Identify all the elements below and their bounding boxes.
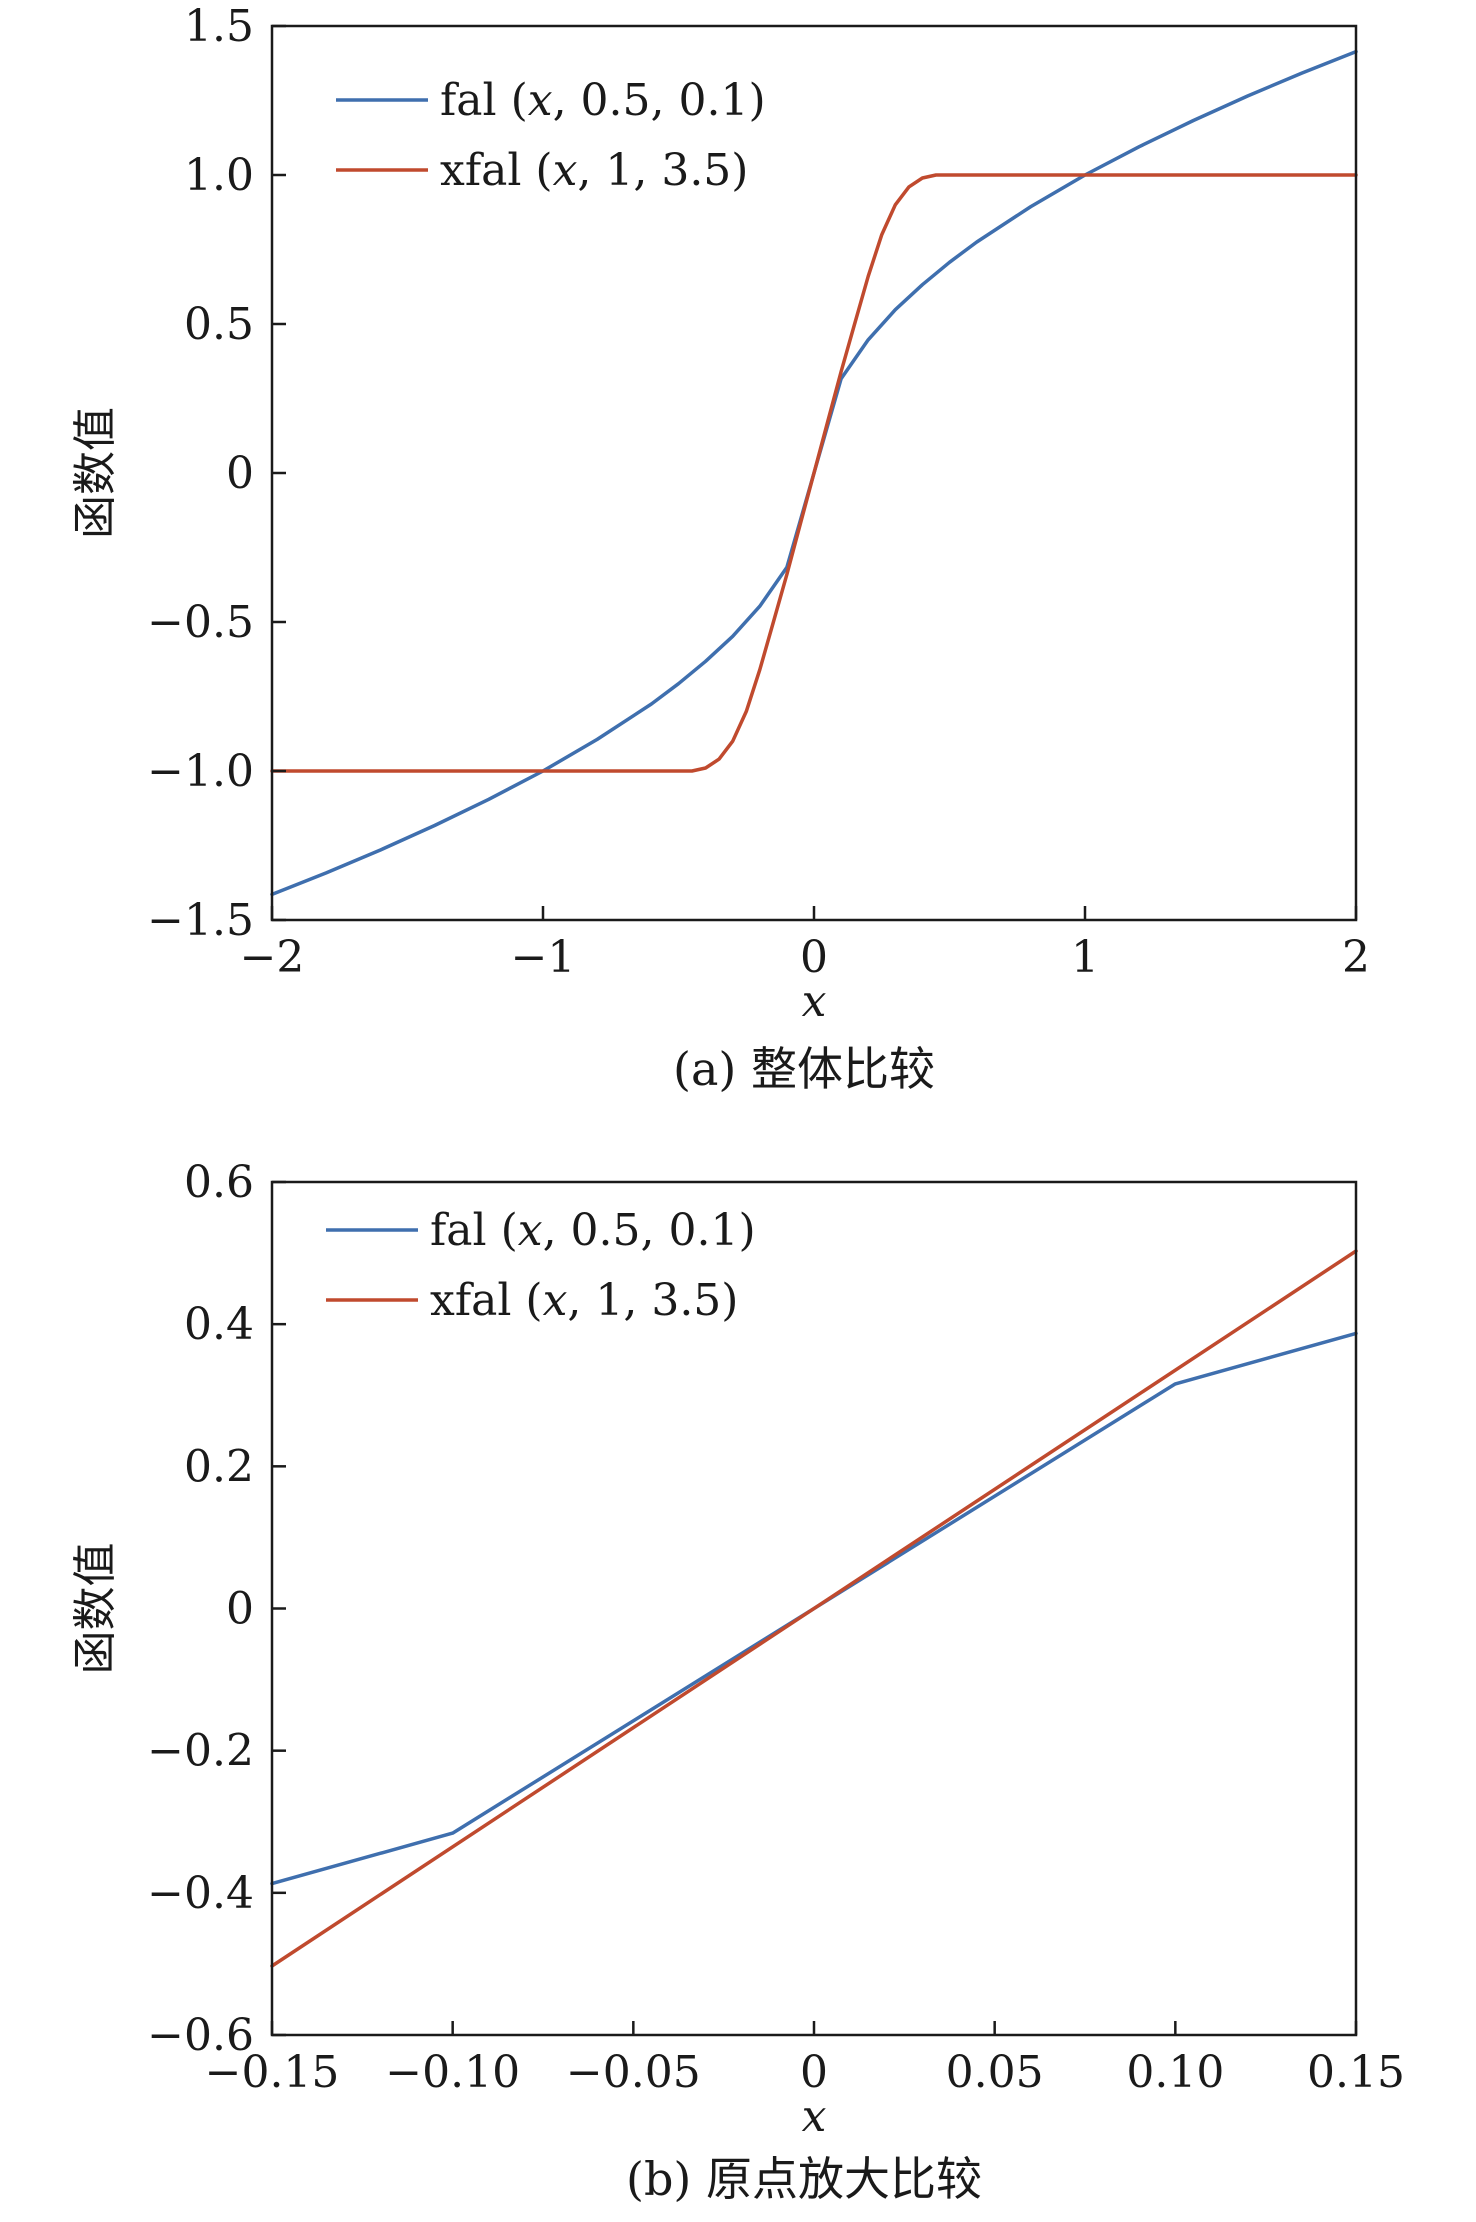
y-tick-label: −0.2 xyxy=(147,1726,254,1777)
x-tick-label: 0.15 xyxy=(1307,2047,1405,2098)
x-tick-label: 2 xyxy=(1342,932,1370,983)
x-tick-label: −0.15 xyxy=(205,2047,340,2098)
y-tick-label: −0.4 xyxy=(147,1868,254,1919)
x-tick-label: −0.10 xyxy=(385,2047,520,2098)
x-tick-label: −2 xyxy=(240,932,305,983)
chart-panel-a: −2 −1 0 1 2 −1.5 −1.0 −0.5 0 0.5 1.0 1.5 x 函数值 fal (x,… xyxy=(70,1,1370,1096)
series-line-xfal xyxy=(270,173,1358,773)
x-tick-label: 1 xyxy=(1071,932,1099,983)
y-tick-label: 1.0 xyxy=(184,150,254,201)
chart-panel-b: −0.15 −0.10 −0.05 0 0.05 0.10 0.15 −0.6 −0.4 −0.2… xyxy=(70,1157,1405,2206)
y-tick-label: 1.5 xyxy=(184,1,254,52)
y-tick-label: −1.0 xyxy=(147,746,254,797)
y-tick-label: −1.5 xyxy=(147,895,254,946)
x-tick-label: 0 xyxy=(800,932,828,983)
x-tick-label: 0.10 xyxy=(1126,2047,1224,2098)
legend-label-fal: fal (x, 0.5, 0.1) xyxy=(430,1205,756,1256)
y-tick-label: 0 xyxy=(226,448,254,499)
y-tick-label: 0 xyxy=(226,1584,254,1635)
x-tick-label: −1 xyxy=(511,932,576,983)
legend-label-xfal: xfal (x, 1, 3.5) xyxy=(430,1275,738,1326)
legend-label-fal: fal (x, 0.5, 0.1) xyxy=(440,75,766,126)
panel-caption: (a) 整体比较 xyxy=(673,1042,935,1096)
y-tick-label: −0.5 xyxy=(147,597,254,648)
y-tick-label: 0.5 xyxy=(184,299,254,350)
x-tick-label: −0.05 xyxy=(566,2047,701,2098)
y-tick-label: 0.4 xyxy=(184,1299,254,1350)
y-tick-label: 0.6 xyxy=(184,1157,254,1208)
panel-caption: (b) 原点放大比较 xyxy=(626,2152,982,2206)
x-tick-label: 0 xyxy=(800,2047,828,2098)
y-axis-label: 函数值 xyxy=(70,1543,121,1675)
y-tick-label: 0.2 xyxy=(184,1441,254,1492)
legend-label-xfal: xfal (x, 1, 3.5) xyxy=(440,145,748,196)
x-tick-label: 0.05 xyxy=(946,2047,1044,2098)
x-axis-label: x xyxy=(802,976,827,1027)
y-axis-label: 函数值 xyxy=(70,407,121,539)
series-line-xfal xyxy=(270,1249,1358,1968)
y-tick-label: −0.6 xyxy=(147,2010,254,2061)
x-axis-label: x xyxy=(802,2091,827,2142)
